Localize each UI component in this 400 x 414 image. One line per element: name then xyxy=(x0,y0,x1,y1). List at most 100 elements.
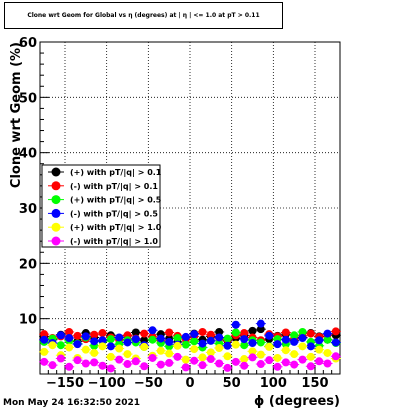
data-point xyxy=(181,340,190,349)
data-point xyxy=(206,348,215,357)
data-point xyxy=(248,326,257,335)
data-point xyxy=(90,348,99,357)
data-point xyxy=(215,359,224,368)
data-point xyxy=(115,355,124,364)
legend-label: (+) with pT/|q| > 0.5 xyxy=(70,196,162,205)
y-tick-label: 10 xyxy=(19,313,37,328)
data-point xyxy=(281,335,290,344)
x-tick-label: 150 xyxy=(301,376,328,391)
data-point xyxy=(248,339,257,348)
legend-label: (+) with pT/|q| > 1.0 xyxy=(70,223,162,232)
data-point xyxy=(181,332,190,341)
data-point xyxy=(331,327,340,336)
data-point xyxy=(115,344,124,353)
data-point xyxy=(131,328,140,337)
date-stamp: Mon May 24 16:32:50 2021 xyxy=(3,398,141,408)
data-point xyxy=(331,352,340,361)
data-point xyxy=(240,329,249,338)
data-point xyxy=(281,358,290,367)
data-point xyxy=(215,327,224,336)
data-point xyxy=(206,355,215,364)
data-point xyxy=(248,353,257,362)
data-point xyxy=(131,335,140,344)
data-point xyxy=(298,342,307,351)
axis-ticks: −150 −100 −50 0 50 100 150 10 20 30 40 50 60 xyxy=(19,36,341,391)
data-point xyxy=(56,341,65,350)
data-point xyxy=(265,331,274,340)
data-point xyxy=(306,362,315,371)
data-point xyxy=(40,330,49,339)
x-tick-label: 50 xyxy=(223,376,241,391)
data-point xyxy=(106,352,115,361)
data-point xyxy=(173,341,182,350)
data-point xyxy=(81,359,90,368)
data-point xyxy=(65,362,74,371)
data-point xyxy=(273,340,282,349)
data-point xyxy=(81,332,90,341)
data-point xyxy=(315,336,324,345)
data-point xyxy=(231,340,240,349)
data-point xyxy=(156,334,165,343)
data-point xyxy=(290,331,299,340)
data-point xyxy=(40,347,49,356)
data-point xyxy=(231,328,240,337)
data-point xyxy=(115,333,124,342)
data-point xyxy=(306,342,315,351)
legend-box xyxy=(41,164,161,248)
data-point xyxy=(248,347,257,356)
data-point xyxy=(323,335,332,344)
data-point xyxy=(281,328,290,337)
series-group xyxy=(39,352,341,373)
data-point xyxy=(156,346,165,355)
data-point xyxy=(240,341,249,350)
y-tick-label: 30 xyxy=(19,202,37,217)
data-point xyxy=(90,358,99,367)
x-tick-label: −100 xyxy=(88,376,126,391)
data-point xyxy=(140,362,149,371)
data-point xyxy=(65,343,74,352)
data-point xyxy=(98,342,107,351)
data-point xyxy=(198,353,207,362)
data-point xyxy=(256,338,265,347)
data-point xyxy=(48,341,57,350)
legend-label: (-) with pT/|q| > 0.1 xyxy=(70,182,158,191)
data-point xyxy=(290,350,299,359)
data-point xyxy=(223,341,232,350)
data-point xyxy=(190,356,199,365)
data-point xyxy=(48,361,57,370)
data-point xyxy=(65,334,74,343)
y-axis-title: Clone wrt Geom (%) xyxy=(9,42,24,188)
x-tick-label: 0 xyxy=(185,376,194,391)
data-point xyxy=(106,335,115,344)
data-point xyxy=(190,330,199,339)
data-point xyxy=(156,360,165,369)
data-point xyxy=(65,327,74,336)
data-point xyxy=(223,334,232,343)
data-point xyxy=(148,326,157,335)
legend-label: (+) with pT/|q| > 0.1 xyxy=(70,168,162,177)
legend: (+) with pT/|q| > 0.1 (-) with pT/|q| > 0… xyxy=(41,164,162,248)
data-point xyxy=(140,342,149,351)
data-point xyxy=(106,342,115,351)
data-point xyxy=(223,363,232,372)
data-point xyxy=(206,336,215,345)
data-point xyxy=(290,360,299,369)
data-point xyxy=(306,352,315,361)
data-point xyxy=(123,350,132,359)
data-point xyxy=(198,361,207,370)
data-point xyxy=(123,360,132,369)
data-point xyxy=(81,345,90,354)
data-point xyxy=(40,357,49,366)
x-tick-label: −150 xyxy=(46,376,84,391)
series-group xyxy=(39,340,341,364)
data-point xyxy=(206,330,215,339)
grid-lines xyxy=(40,41,340,374)
data-point xyxy=(323,348,332,357)
data-point xyxy=(98,361,107,370)
data-point xyxy=(148,353,157,362)
x-tick-label: −50 xyxy=(134,376,163,391)
x-axis-title: ϕ (degrees) xyxy=(254,394,340,409)
data-point xyxy=(198,339,207,348)
x-tick-label: 100 xyxy=(260,376,287,391)
